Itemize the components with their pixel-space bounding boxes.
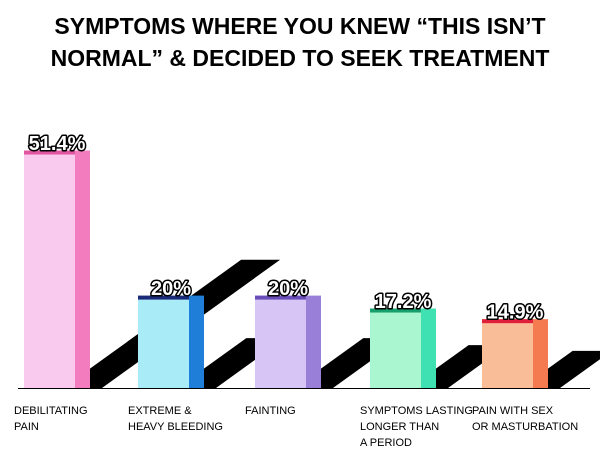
bar-side [189,295,204,388]
bar-front [482,319,533,388]
bar-side [306,295,321,388]
x-tick-label: PAIN WITH SEX [472,405,554,417]
value-label: 51.4% [29,133,86,155]
bar-top [24,150,75,155]
bar-front [255,295,306,388]
x-tick-label: DEBILITATING [14,405,88,417]
bar-front [370,308,421,388]
bars: 51.4% 20% 20% 17.2% 14.9% [24,131,548,388]
x-tick-label: HEAVY BLEEDING [128,421,223,433]
value-label: 20% [151,278,191,300]
bar-top [255,295,306,300]
value-label: 17.2% [375,291,432,313]
bar-top [370,308,421,313]
value-label: 20% [268,278,308,300]
x-tick-label: A PERIOD [360,437,412,449]
bar-side [75,150,90,388]
x-tick-label: LONGER THAN [360,421,439,433]
bar-side [533,319,548,388]
chart-title: NORMAL” & DECIDED TO SEEK TREATMENT [51,45,550,71]
chart-title: SYMPTOMS WHERE YOU KNEW “THIS ISN’T [54,13,545,39]
bar-top [482,319,533,324]
bar-front [24,150,75,388]
x-tick-label: PAIN [14,421,39,433]
x-tick-label: OR MASTURBATION [472,421,578,433]
bar-side [421,308,436,388]
value-label: 14.9% [487,301,544,323]
x-tick-label: SYMPTOMS LASTING [360,405,473,417]
bar-front [138,295,189,388]
bar-top [138,295,189,300]
x-tick-label: EXTREME & [128,405,192,417]
x-tick-label: FAINTING [245,405,296,417]
